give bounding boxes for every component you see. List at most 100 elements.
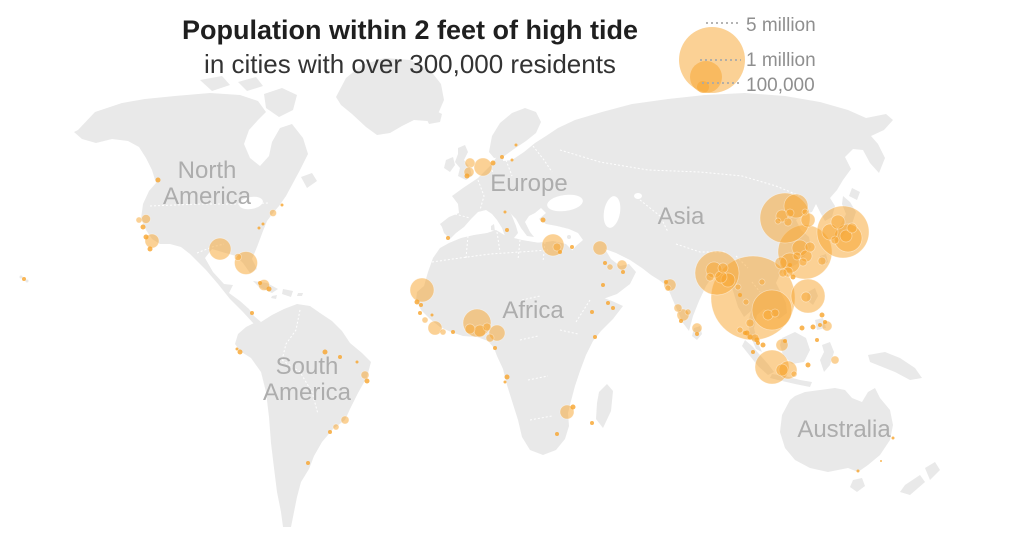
city-bubble (505, 228, 509, 232)
city-bubble (592, 240, 608, 256)
city-bubble (606, 301, 610, 305)
caspian-sea (603, 196, 621, 228)
title-line1: Population within 2 feet of high tide (182, 15, 638, 45)
city-bubble (891, 436, 895, 440)
black-sea (547, 194, 583, 212)
city-bubble (482, 322, 492, 332)
city-bubble (570, 245, 574, 249)
landmass-sardinia (491, 224, 495, 231)
landmass-cyprus (567, 235, 571, 239)
continent-label-north-america: North America (163, 157, 252, 210)
city-bubble (593, 335, 597, 339)
continent-label-europe: Europe (490, 170, 567, 197)
landmass-iceland (424, 110, 442, 124)
country-borders (149, 145, 801, 421)
city-bubble (799, 325, 805, 331)
city-bubble (419, 303, 423, 307)
city-bubble (717, 262, 729, 274)
city-bubble (430, 313, 434, 317)
city-bubble (800, 212, 816, 228)
city-bubble (418, 311, 422, 315)
landmass-australia (780, 388, 893, 472)
landmass-crete (535, 242, 543, 246)
city-bubble (785, 208, 795, 218)
city-bubble (743, 331, 747, 335)
city-bubble (464, 173, 470, 179)
city-bubble (805, 362, 811, 368)
city-bubble (742, 298, 750, 306)
city-bubble (493, 346, 497, 350)
city-bubble (590, 310, 594, 314)
city-bubble (135, 216, 143, 224)
city-bubble (540, 217, 546, 223)
landmass-jamaica (271, 295, 277, 299)
landmass-hawaii-2 (25, 279, 29, 283)
city-bubbles-layer (22, 143, 895, 473)
city-bubble (664, 280, 668, 284)
city-bubble (155, 177, 161, 183)
continent-label-africa: Africa (502, 297, 564, 324)
city-bubble (250, 311, 254, 315)
city-bubble (815, 338, 819, 342)
city-bubble (490, 160, 496, 166)
landmass-new-zealand-south (900, 475, 925, 495)
landmass-africa (416, 230, 623, 455)
landmass-new-guinea (868, 352, 922, 380)
landmass-sicily (500, 239, 507, 244)
city-bubble (570, 404, 576, 410)
city-bubble (830, 214, 846, 230)
city-bubble (818, 323, 822, 327)
city-bubble (819, 312, 825, 318)
city-bubble (555, 432, 559, 436)
landmass-sulawesi (820, 342, 834, 372)
landmass-new-zealand-north (925, 462, 940, 480)
city-bubble (322, 349, 328, 355)
city-bubble (798, 257, 808, 267)
city-bubble (684, 308, 692, 316)
city-bubble (745, 318, 755, 328)
chart-title: Population within 2 feet of high tide in… (150, 13, 670, 81)
city-bubble (503, 210, 507, 214)
city-bubble (485, 333, 495, 343)
city-bubble (621, 270, 625, 274)
city-bubble (734, 283, 742, 291)
city-bubble (691, 322, 703, 334)
city-bubble (473, 157, 493, 177)
city-bubble (775, 363, 789, 377)
continent-labels-layer: North America South America Europe Africa Asia… (163, 157, 891, 443)
city-bubble (880, 460, 882, 462)
city-bubble (464, 323, 476, 335)
city-bubble (552, 242, 562, 252)
city-bubble (603, 261, 607, 265)
city-bubble (783, 339, 787, 343)
city-bubble (747, 334, 753, 340)
city-bubble (751, 350, 755, 354)
city-bubble (792, 251, 802, 261)
city-bubble (504, 374, 510, 380)
city-bubble (839, 229, 853, 243)
city-bubble (601, 283, 605, 287)
city-bubble (364, 378, 370, 384)
legend: 5 million 1 million 100,000 (679, 15, 816, 96)
landmass-greenland (336, 58, 444, 135)
city-bubble (234, 253, 242, 261)
city-bubble (738, 293, 742, 297)
city-bubble (770, 308, 780, 318)
city-bubble (830, 355, 840, 365)
city-bubble (147, 246, 153, 252)
landmass-south-america (235, 304, 371, 527)
city-bubble (758, 278, 766, 286)
city-bubble (503, 380, 507, 384)
city-bubble (237, 349, 243, 355)
city-bubble (500, 155, 504, 159)
city-bubble (328, 430, 332, 434)
city-bubble (611, 306, 615, 310)
city-bubble (235, 347, 239, 351)
city-bubble (141, 214, 151, 224)
landmass-arctic-island (238, 77, 263, 91)
city-bubble (266, 286, 272, 292)
legend-circle-100-000 (697, 81, 709, 93)
city-bubble (332, 423, 340, 431)
city-bubble (774, 217, 782, 225)
